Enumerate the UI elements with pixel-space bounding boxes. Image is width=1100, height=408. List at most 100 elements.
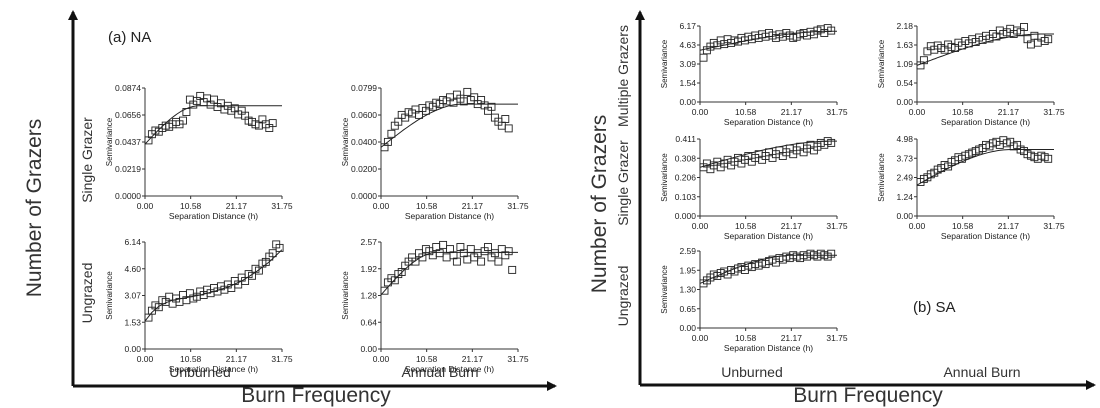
x-tick-label: 10.58 [735,107,757,117]
x-tick-label: 10.58 [735,333,757,343]
y-tick-label: 2.57 [360,237,377,247]
data-point [699,53,708,62]
sa-y-title: Number of Grazers [588,115,611,294]
x-tick-label: 10.58 [416,201,438,211]
chart-NA-ungrazed-unburned: 0.00 1.53 3.07 4.60 6.14 0.00 10.58 21.17 31.75 S… [105,237,293,374]
chart-NA-single-unburned: 0.0000 0.0219 0.0437 0.0656 0.0874 0.00 10.58 2… [105,83,293,221]
data-point [504,247,513,256]
x-tick-label: 31.75 [826,333,848,343]
data-point [494,257,503,266]
x-axis-label: Separation Distance (h) [941,231,1030,241]
na-row-label-single: Single Grazer [79,117,95,203]
y-tick-label: 0.0400 [351,137,377,147]
data-point [827,249,836,258]
data-point [268,119,277,128]
x-tick-label: 21.17 [998,107,1020,117]
x-tick-label: 0.00 [373,201,390,211]
chart-SA-single-annual: 0.00 1.24 2.49 3.73 4.98 0.00 10.58 21.17 31.75 S… [877,134,1065,241]
sa-row-label-single: Single Grazer [615,140,631,226]
y-tick-label: 0.0437 [115,137,141,147]
sa-row-label-ungrazed: Ungrazed [615,266,631,327]
x-tick-label: 0.00 [137,354,154,364]
y-tick-label: 0.103 [675,192,697,202]
y-axis-label: Semivariance [341,117,350,166]
x-axis-label: Separation Distance (h) [941,117,1030,127]
x-tick-label: 0.00 [692,333,709,343]
sa-col-label-annual: Annual Burn [943,364,1020,380]
data-point [466,245,475,254]
y-tick-label: 0.0600 [351,110,377,120]
data-point [490,249,499,258]
x-tick-label: 0.00 [909,107,926,117]
y-tick-label: 1.30 [679,285,696,295]
y-tick-label: 1.54 [679,78,696,88]
x-tick-label: 21.17 [226,354,248,364]
y-tick-label: 0.00 [896,211,913,221]
data-point [439,240,448,249]
sa-col-label-unburned: Unburned [721,364,783,380]
y-tick-label: 2.59 [679,246,696,256]
y-tick-label: 1.09 [896,59,913,69]
data-point [442,253,451,262]
chart-NA-single-annual: 0.0000 0.0200 0.0400 0.0600 0.0799 0.00 10.58 2… [341,83,529,221]
x-tick-label: 31.75 [826,107,848,117]
data-point [1044,35,1053,44]
data-point [508,265,517,274]
y-tick-label: 1.63 [896,40,913,50]
x-tick-label: 10.58 [735,221,757,231]
data-point [484,243,492,251]
x-axis-label: Separation Distance (h) [724,231,813,241]
x-tick-label: 31.75 [1043,107,1065,117]
data-point [275,243,284,252]
x-tick-label: 31.75 [271,354,293,364]
x-tick-label: 21.17 [781,221,803,231]
x-tick-label: 21.17 [462,201,484,211]
y-axis-label: Semivariance [341,271,350,320]
y-tick-label: 0.0000 [351,191,377,201]
y-axis-label: Semivariance [877,39,886,88]
data-point [827,138,836,147]
y-tick-label: 0.00 [679,323,696,333]
y-tick-label: 6.14 [124,237,141,247]
y-tick-label: 0.0799 [351,83,377,93]
y-tick-label: 3.73 [896,153,913,163]
y-tick-label: 1.28 [360,291,377,301]
data-point [179,116,187,125]
data-point [827,26,836,35]
model-fit-line [144,105,282,145]
data-point [452,257,461,266]
y-tick-label: 0.0874 [115,83,141,93]
x-axis-label: Separation Distance (h) [405,364,494,374]
na-y-title: Number of Grazers [23,119,46,298]
y-tick-label: 0.0656 [115,110,141,120]
x-axis-label: Separation Distance (h) [169,364,258,374]
x-tick-label: 31.75 [271,201,293,211]
data-point [449,98,458,107]
y-tick-label: 0.0219 [115,164,141,174]
x-axis-label: Separation Distance (h) [405,211,494,221]
x-tick-label: 31.75 [1043,221,1065,231]
model-fit-line [916,149,1054,186]
sa-x-title: Burn Frequency [793,384,943,407]
data-point [463,87,472,96]
y-tick-label: 4.60 [124,264,141,274]
y-tick-label: 3.07 [124,291,141,301]
y-tick-label: 2.49 [896,173,913,183]
x-tick-label: 31.75 [826,221,848,231]
y-axis-label: Semivariance [660,153,669,202]
y-tick-label: 2.18 [896,21,913,31]
x-tick-label: 0.00 [137,201,154,211]
x-tick-label: 21.17 [226,201,248,211]
data-point [487,102,496,111]
y-tick-label: 0.308 [675,153,697,163]
x-tick-label: 10.58 [180,201,202,211]
y-tick-label: 1.53 [124,317,141,327]
x-tick-label: 0.00 [909,221,926,231]
y-tick-label: 0.411 [675,134,696,144]
data-point [268,249,277,258]
plot-grid: 0.0000 0.0219 0.0437 0.0656 0.0874 0.00 10.58 2… [105,21,1065,374]
chart-SA-multiple-unburned: 0.00 1.54 3.09 4.63 6.17 0.00 10.58 21.17 31.75 S… [660,21,848,127]
data-point [1044,154,1053,163]
data-point [477,257,486,266]
